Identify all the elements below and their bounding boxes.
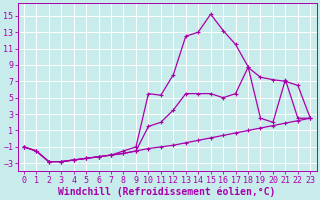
X-axis label: Windchill (Refroidissement éolien,°C): Windchill (Refroidissement éolien,°C) xyxy=(58,186,276,197)
